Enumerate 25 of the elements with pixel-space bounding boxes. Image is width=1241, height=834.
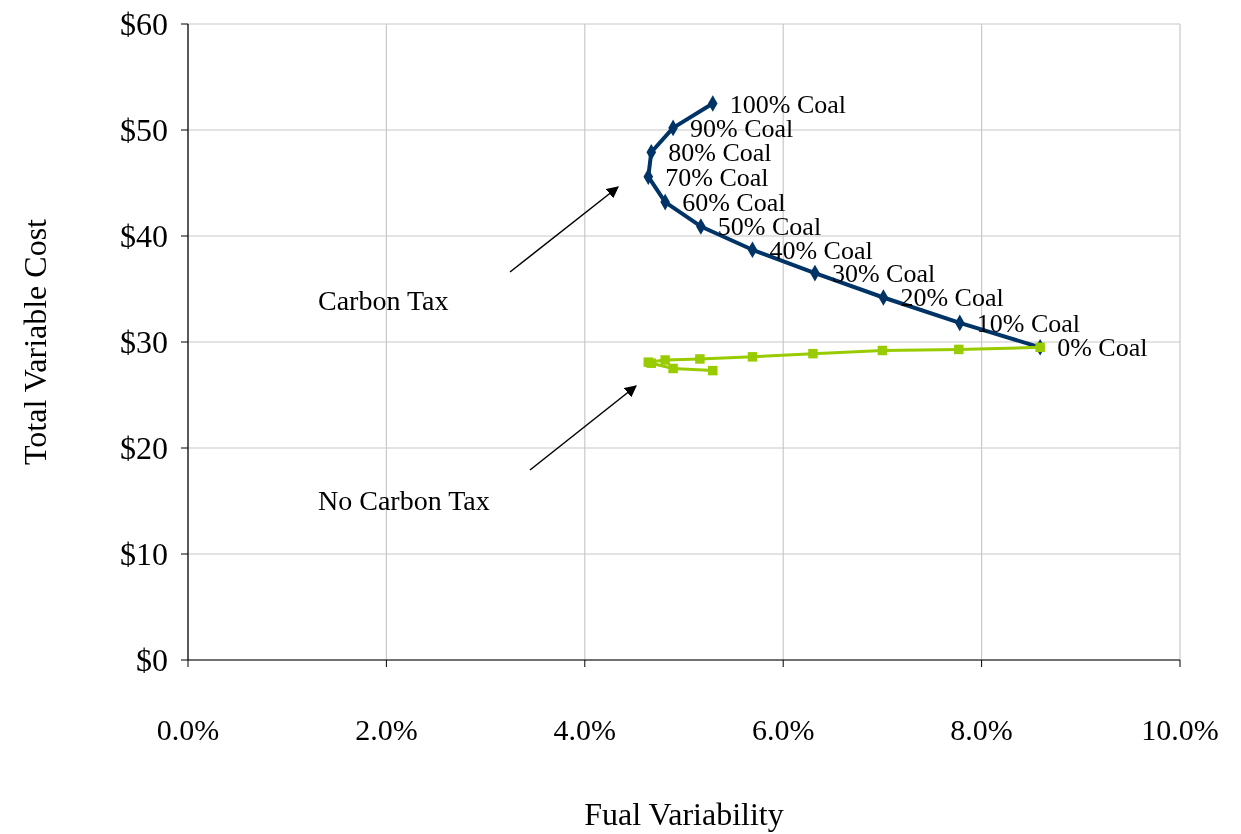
point — [695, 354, 705, 364]
point — [954, 344, 964, 355]
x-tick-label: 8.0% — [950, 713, 1013, 746]
point — [708, 365, 718, 376]
y-tick-label: $30 — [120, 324, 168, 360]
y-tick-label: $50 — [120, 112, 168, 148]
y-tick-label: $40 — [120, 218, 168, 254]
y-tick-label: $0 — [136, 642, 168, 678]
point — [668, 363, 678, 374]
y-tick-label: $10 — [120, 536, 168, 572]
y-tick-label: $20 — [120, 430, 168, 466]
point — [808, 348, 818, 359]
point — [660, 355, 670, 365]
x-tick-label: 10.0% — [1141, 713, 1219, 746]
y-tick-label: $60 — [120, 6, 168, 42]
point — [877, 345, 888, 356]
annotation: No Carbon Tax — [318, 485, 490, 516]
x-tick-label: 4.0% — [553, 713, 617, 746]
x-axis-title: Fual Variability — [584, 796, 784, 832]
x-tick-label: 2.0% — [355, 713, 418, 746]
x-tick-label: 0.0% — [156, 713, 220, 746]
annotation: Carbon Tax — [318, 285, 449, 316]
x-tick-label: 6.0% — [751, 713, 815, 746]
y-axis-title: Total Variable Cost — [17, 218, 53, 466]
point — [747, 352, 758, 362]
